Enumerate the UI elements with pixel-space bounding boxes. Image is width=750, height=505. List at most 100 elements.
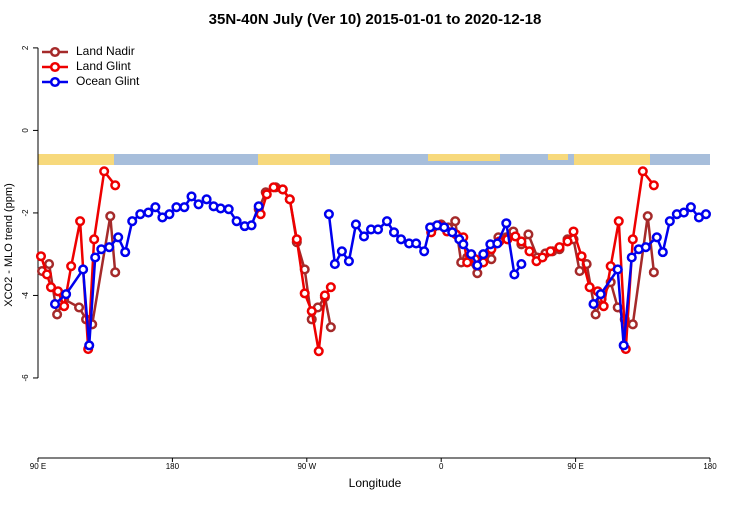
x-tick-label: 90 W — [297, 462, 316, 471]
data-point — [462, 257, 473, 268]
data-point — [110, 267, 121, 278]
data-point — [313, 346, 324, 357]
data-point — [651, 232, 662, 243]
x-tick-label: 180 — [703, 462, 717, 471]
data-point — [637, 166, 648, 177]
data-point — [545, 246, 556, 257]
data-point — [388, 227, 400, 238]
data-point — [35, 251, 47, 262]
x-tick-label: 90 E — [567, 462, 583, 471]
data-point — [164, 209, 175, 220]
data-point — [450, 216, 461, 227]
data-point — [66, 261, 77, 272]
data-point — [472, 268, 483, 279]
chart-title: 35N-40N July (Ver 10) 2015-01-01 to 2020… — [209, 11, 542, 28]
data-point — [509, 269, 520, 280]
data-point — [419, 246, 430, 257]
x-tick-label: 90 E — [30, 462, 46, 471]
data-point — [447, 227, 458, 238]
data-point — [215, 203, 226, 214]
data-point — [179, 202, 190, 213]
data-point — [120, 247, 131, 258]
data-point — [458, 239, 469, 250]
data-point — [678, 207, 689, 218]
data-point — [193, 199, 204, 210]
data-point — [306, 306, 317, 317]
legend-label: Land Nadir — [76, 44, 135, 58]
data-point — [576, 251, 587, 262]
data-point — [61, 289, 72, 300]
data-point — [75, 216, 86, 227]
data-point — [127, 216, 138, 227]
data-point — [89, 234, 100, 245]
data-point — [598, 301, 609, 312]
data-point — [568, 226, 579, 237]
y-tick-label: 2 — [21, 45, 30, 50]
data-point — [627, 234, 638, 245]
data-point — [584, 282, 595, 293]
legend-marker — [49, 46, 61, 58]
data-point — [135, 209, 146, 220]
data-point — [201, 194, 212, 205]
data-point — [523, 229, 534, 240]
series — [49, 191, 712, 351]
data-point — [143, 207, 154, 218]
x-tick-label: 180 — [166, 462, 180, 471]
data-point — [700, 209, 712, 220]
y-tick-label: -4 — [21, 291, 30, 299]
data-point — [52, 286, 64, 297]
data-point — [45, 282, 57, 293]
data-point — [150, 202, 161, 213]
data-point — [381, 216, 393, 227]
data-point — [350, 219, 361, 230]
data-point — [613, 216, 624, 227]
data-point — [261, 189, 272, 200]
data-point — [537, 252, 548, 263]
data-point — [395, 234, 407, 245]
data-point — [648, 180, 659, 191]
data-point — [472, 260, 483, 271]
land-band — [38, 154, 114, 165]
legend-marker — [49, 76, 61, 88]
x-tick-label: 0 — [439, 462, 444, 471]
data-point — [618, 340, 629, 351]
land-band — [258, 154, 330, 165]
data-point — [574, 266, 585, 277]
data-point — [510, 231, 521, 242]
data-point — [110, 180, 121, 191]
data-point — [411, 238, 422, 249]
data-point — [664, 216, 675, 227]
data-point — [595, 289, 606, 300]
data-point — [640, 242, 651, 253]
data-point — [78, 264, 89, 275]
land-band — [574, 154, 650, 165]
data-point — [439, 222, 450, 233]
data-point — [648, 267, 659, 278]
data-point — [336, 246, 347, 257]
y-tick-label: 0 — [21, 128, 30, 133]
data-point — [323, 209, 334, 220]
data-point — [246, 220, 257, 231]
data-point — [84, 340, 95, 351]
data-point — [284, 194, 295, 205]
data-point — [90, 252, 101, 263]
data-point — [612, 264, 623, 275]
data-point — [253, 201, 264, 212]
data-point — [186, 191, 197, 202]
land-band — [548, 154, 568, 160]
data-point — [343, 256, 354, 267]
y-axis-label: XCO2 - MLO trend (ppm) — [3, 183, 15, 306]
land-ocean-strip — [38, 154, 710, 165]
data-point — [516, 236, 527, 247]
data-point — [44, 259, 55, 270]
data-point — [74, 302, 85, 313]
data-point — [113, 232, 124, 243]
data-point — [516, 259, 527, 270]
data-point — [105, 211, 116, 222]
data-point — [99, 166, 110, 177]
data-point — [268, 182, 279, 193]
ocean-band — [38, 154, 710, 165]
data-point — [104, 242, 115, 253]
data-point — [626, 252, 637, 263]
